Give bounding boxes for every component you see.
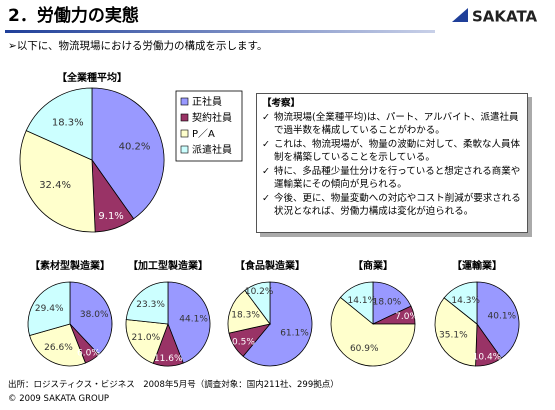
value-label: 18.3% <box>231 310 260 320</box>
value-label: 60.9% <box>350 344 379 354</box>
value-label: 6.0% <box>77 349 100 359</box>
pie-slice <box>339 281 374 325</box>
title-rule <box>5 30 435 33</box>
legend-swatch <box>180 97 189 106</box>
value-label: 26.6% <box>44 343 73 353</box>
slide-title: 2．労働力の実態 <box>8 5 139 26</box>
legend-label: 正社員 <box>192 95 222 108</box>
pie-slice <box>125 319 169 364</box>
pie-slice <box>242 281 313 367</box>
pie-slice <box>29 323 86 367</box>
value-label: 10.2% <box>245 287 274 297</box>
value-label: 21.0% <box>132 333 161 343</box>
value-label: 18.3% <box>52 118 84 129</box>
copyright: © 2009 SAKATA GROUP <box>8 394 110 404</box>
value-label: 7.0% <box>395 312 418 322</box>
pie-slice <box>27 281 71 336</box>
note: これは、物流現場が、物量の波動に対して、柔軟な人員体制を構築していることを示して… <box>262 138 522 164</box>
value-label: 44.1% <box>179 315 208 325</box>
value-label: 29.4% <box>35 304 64 314</box>
logo: SAKATA <box>472 8 538 26</box>
source: 出所：ロジスティクス・ビジネス 2008年5月号（調査対象：国内211社、299… <box>8 380 339 390</box>
legend-swatch <box>180 113 189 122</box>
pie-title: 【加工型製造業】 <box>128 259 208 272</box>
pie-slice <box>125 281 169 325</box>
legend-swatch <box>180 129 189 138</box>
note: 今後、更に、物量変動への対応やコスト削減が要求される状況となれば、労働力構成は変… <box>262 192 522 218</box>
legend-label: P／A <box>192 128 215 140</box>
pie-title: 【食品製造業】 <box>235 259 305 272</box>
legend-label: 契約社員 <box>192 111 232 124</box>
note: 特に、多品種少量仕分けを行っていると想定される商業や運輸業にその傾向が見られる。 <box>262 165 522 191</box>
pie-slice <box>372 281 412 325</box>
value-label: 40.1% <box>488 312 517 322</box>
pie-slice <box>443 281 478 325</box>
pie-title: 【全業種平均】 <box>57 71 127 84</box>
value-label: 23.3% <box>136 300 165 310</box>
value-label: 14.3% <box>451 296 480 306</box>
value-label: 40.2% <box>119 141 151 152</box>
notes-title: 【考察】 <box>262 98 301 109</box>
value-label: 9.1% <box>98 211 123 222</box>
value-label: 38.0% <box>80 310 109 320</box>
value-label: 11.6% <box>154 354 183 364</box>
legend-swatch <box>180 145 189 154</box>
pie-title: 【商業】 <box>353 259 393 272</box>
value-label: 10.5% <box>226 337 255 347</box>
legend-label: 派遣社員 <box>192 143 232 156</box>
value-label: 61.1% <box>280 328 309 338</box>
logo-icon <box>452 8 468 22</box>
pie-slice <box>69 281 113 356</box>
value-label: 10.4% <box>473 352 502 362</box>
notes-list: 物流現場(全業種平均)は、パート、アルバイト、派遣社員で過半数を構成していること… <box>262 111 522 218</box>
pie-slice <box>476 281 520 359</box>
pie-slice <box>167 281 211 364</box>
pie-slice <box>19 130 96 233</box>
note: 物流現場(全業種平均)は、パート、アルバイト、派遣社員で過半数を構成していること… <box>262 111 522 137</box>
pie-slice <box>330 296 416 367</box>
value-label: 32.4% <box>39 180 71 191</box>
pie-title: 【運輸業】 <box>452 259 502 272</box>
intro-text: 以下に、物流現場における労働力の構成を示します。 <box>16 40 268 52</box>
intro: ➢以下に、物流現場における労働力の構成を示します。 <box>8 40 268 52</box>
pie-slice <box>227 289 271 334</box>
value-label: 14.1% <box>348 296 377 306</box>
notes-box: 【考察】 物流現場(全業種平均)は、パート、アルバイト、派遣社員で過半数を構成し… <box>256 93 528 233</box>
pie-slice <box>244 281 271 326</box>
value-label: 35.1% <box>439 330 468 340</box>
pie-slice <box>91 87 165 220</box>
pie-title: 【素材型製造業】 <box>30 259 110 272</box>
value-label: 18.0% <box>373 298 402 308</box>
pie-slice <box>434 297 478 367</box>
pie-slice <box>25 87 93 161</box>
